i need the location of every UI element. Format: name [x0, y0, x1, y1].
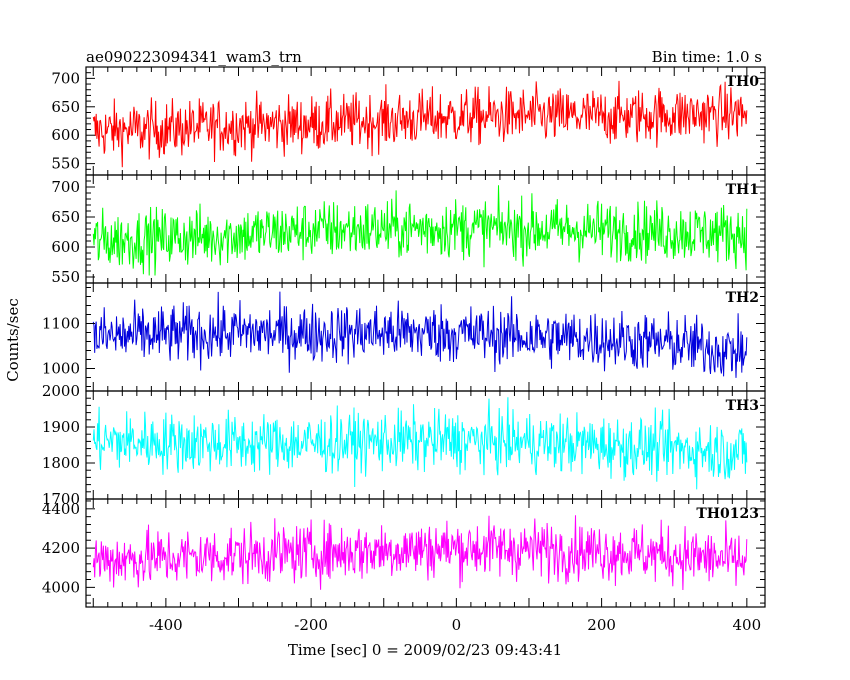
y-tick-label: 550 [51, 155, 80, 173]
panel-th1: 550 600 650 700 TH1 [51, 174, 766, 286]
y-tick-label: 4000 [42, 578, 80, 596]
y-tick-label: 550 [51, 268, 80, 286]
panel-label-th0: TH0 [726, 74, 760, 90]
chart-title-right: Bin time: 1.0 s [652, 48, 762, 66]
panel-label-th1: TH1 [726, 182, 759, 198]
panel-label-th3: TH3 [726, 398, 759, 414]
x-tick-label: -200 [294, 616, 328, 634]
y-tick-label: 1800 [42, 454, 80, 472]
y-tick-label: 600 [51, 238, 80, 256]
panel-th3: 1700 1800 1900 2000 TH3 [42, 382, 766, 508]
y-tick-label: 1700 [42, 490, 80, 508]
x-axis-label: Time [sec] 0 = 2009/02/23 09:43:41 [288, 641, 562, 659]
panels-group: 550 600 650 700 TH0 550 600 650 700 TH1 1000 1100 TH… [42, 66, 766, 608]
panel-th0: 550 600 650 700 TH0 [51, 66, 766, 176]
panel-label-th0123: TH0123 [696, 506, 759, 522]
y-tick-label: 2000 [42, 382, 80, 400]
y-tick-label: 600 [51, 126, 80, 144]
y-tick-label: 1900 [42, 418, 80, 436]
y-tick-label: 4200 [42, 539, 80, 557]
series-line-th2 [92, 291, 748, 378]
y-axis-label: Counts/sec [4, 298, 22, 382]
x-tick-label: 200 [587, 616, 616, 634]
y-tick-label: 650 [51, 208, 80, 226]
series-line-th3 [92, 397, 748, 490]
panel-th2: 1000 1100 TH2 [42, 282, 766, 392]
y-tick-label: 1100 [42, 315, 80, 333]
x-axis-ticks: -400 -200 0 200 400 [149, 616, 761, 634]
chart-title-left: ae090223094341_wam3_trn [86, 48, 302, 66]
y-tick-label: 1000 [42, 360, 80, 378]
panel-th0123: 4000 4200 4400 TH0123 [42, 498, 766, 608]
y-tick-label: 700 [51, 69, 80, 87]
x-tick-label: -400 [149, 616, 183, 634]
series-line-th1 [92, 185, 748, 276]
panel-label-th2: TH2 [726, 290, 759, 306]
y-tick-label: 700 [51, 178, 80, 196]
y-tick-label: 4400 [42, 500, 80, 518]
series-line-th0123 [92, 515, 748, 591]
series-line-th0 [92, 80, 748, 168]
x-tick-label: 0 [452, 616, 462, 634]
panel-frame [85, 498, 766, 608]
x-tick-label: 400 [733, 616, 762, 634]
y-tick-label: 650 [51, 98, 80, 116]
